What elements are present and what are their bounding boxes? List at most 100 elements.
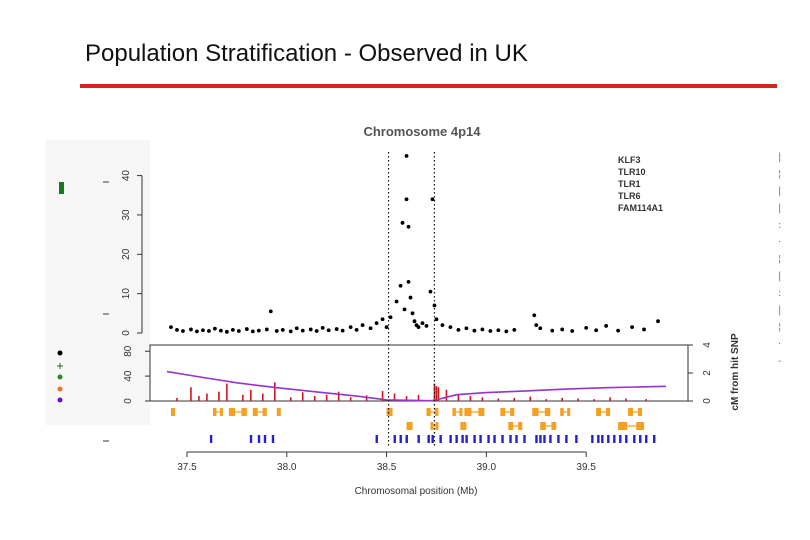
snp-point: [584, 325, 589, 330]
snp-point: [440, 323, 445, 328]
snp-point: [656, 319, 660, 324]
gene-exon-block: [544, 408, 551, 416]
snp-track-mark: [393, 435, 396, 443]
snp-point: [181, 329, 185, 333]
snp-point: [250, 329, 255, 334]
snp-point: [388, 315, 393, 320]
gene-exon-block: [596, 408, 602, 416]
snp-point: [201, 328, 205, 333]
gene-exon-block: [389, 408, 393, 416]
gene-exon-block: [478, 408, 485, 416]
snp-point: [430, 197, 435, 202]
snp-point: [404, 154, 409, 158]
association-y-tick-label: 10: [121, 288, 132, 300]
snp-point: [416, 325, 421, 329]
association-y-tick-label: 40: [121, 170, 132, 182]
snp-track-mark: [625, 435, 628, 443]
snp-track-mark: [639, 435, 642, 443]
snp-point: [308, 327, 313, 332]
gene-label: TLR6: [618, 191, 641, 201]
snp-point: [354, 327, 359, 332]
snp-point: [456, 327, 461, 332]
snp-point: [368, 326, 373, 331]
snp-track-mark: [597, 435, 600, 443]
snp-track-mark: [209, 435, 213, 443]
right-axis-label: cM from hit SNP: [730, 333, 741, 411]
snp-track-mark: [455, 435, 458, 443]
chart-title: Chromosome 4p14: [363, 124, 481, 139]
snp-point: [560, 327, 565, 332]
gene-exon-block: [228, 408, 236, 416]
snp-point: [212, 326, 217, 331]
snp-point: [434, 317, 439, 322]
snp-point: [175, 327, 179, 332]
recombination-right-tick-label: 4: [702, 342, 713, 348]
snp-point: [448, 325, 453, 329]
gene-exon-block: [551, 422, 557, 430]
legend-marker: [57, 374, 63, 380]
snp-point: [406, 224, 411, 229]
gene-exon-block: [252, 408, 258, 416]
snp-track-mark: [523, 435, 526, 443]
snp-track-mark: [263, 435, 267, 443]
snp-point: [534, 323, 539, 328]
x-tick-label: 37.5: [177, 462, 197, 473]
snp-point: [274, 329, 279, 333]
snp-point: [244, 327, 249, 331]
gene-exon-block: [277, 408, 281, 416]
snp-point: [570, 329, 575, 333]
x-axis-label: Chromosomal position (Mb): [355, 486, 478, 497]
snp-point: [408, 295, 413, 300]
snp-track-mark: [405, 435, 408, 443]
association-y-tick-label: 30: [121, 209, 132, 221]
gene-label: KLF3: [618, 155, 641, 165]
snp-point: [504, 329, 509, 334]
gene-exon-block: [212, 408, 217, 416]
gene-exon-block: [628, 408, 633, 416]
snp-point: [410, 311, 415, 316]
snp-point: [334, 327, 339, 331]
gene-exon-block: [532, 408, 539, 416]
snp-point: [400, 220, 405, 225]
snp-track-mark: [645, 435, 648, 443]
gene-exon-block: [618, 422, 628, 430]
snp-point: [195, 329, 199, 334]
snp-track-mark: [257, 435, 261, 443]
gene-exon-block: [409, 422, 413, 430]
snp-point: [264, 327, 269, 332]
snp-point: [616, 328, 621, 333]
association-y-tick-label: 0: [121, 330, 132, 336]
gene-exon-block: [637, 408, 643, 416]
legend-marker: [57, 386, 63, 392]
chart-image-background: [100, 115, 780, 505]
snp-point: [207, 329, 211, 333]
gene-label: TLR1: [618, 179, 641, 189]
snp-point: [488, 329, 493, 333]
snp-track-mark: [619, 435, 622, 443]
gene-exon-block: [434, 408, 439, 416]
snp-point: [398, 283, 403, 288]
snp-point: [604, 324, 609, 328]
snp-point: [404, 197, 409, 202]
x-tick-label: 39.5: [576, 462, 596, 473]
snp-point: [406, 279, 411, 284]
snp-track-mark: [417, 435, 420, 443]
gene-exon-block: [567, 408, 571, 416]
snp-point: [394, 299, 399, 304]
snp-point: [538, 326, 543, 331]
snp-track-mark: [543, 435, 546, 443]
snp-track-mark: [549, 435, 552, 443]
snp-point: [380, 317, 385, 322]
snp-point: [384, 325, 389, 329]
snp-point: [402, 307, 407, 312]
legend-marker: [57, 350, 63, 356]
gene-exon-block: [460, 422, 464, 430]
snp-point: [480, 327, 485, 332]
gene-exon-block: [560, 408, 564, 416]
snp-track-mark: [473, 435, 476, 443]
snp-point: [550, 328, 555, 333]
snp-track-mark: [509, 435, 512, 443]
gene-exon-block: [459, 408, 463, 416]
snp-point: [224, 329, 229, 334]
